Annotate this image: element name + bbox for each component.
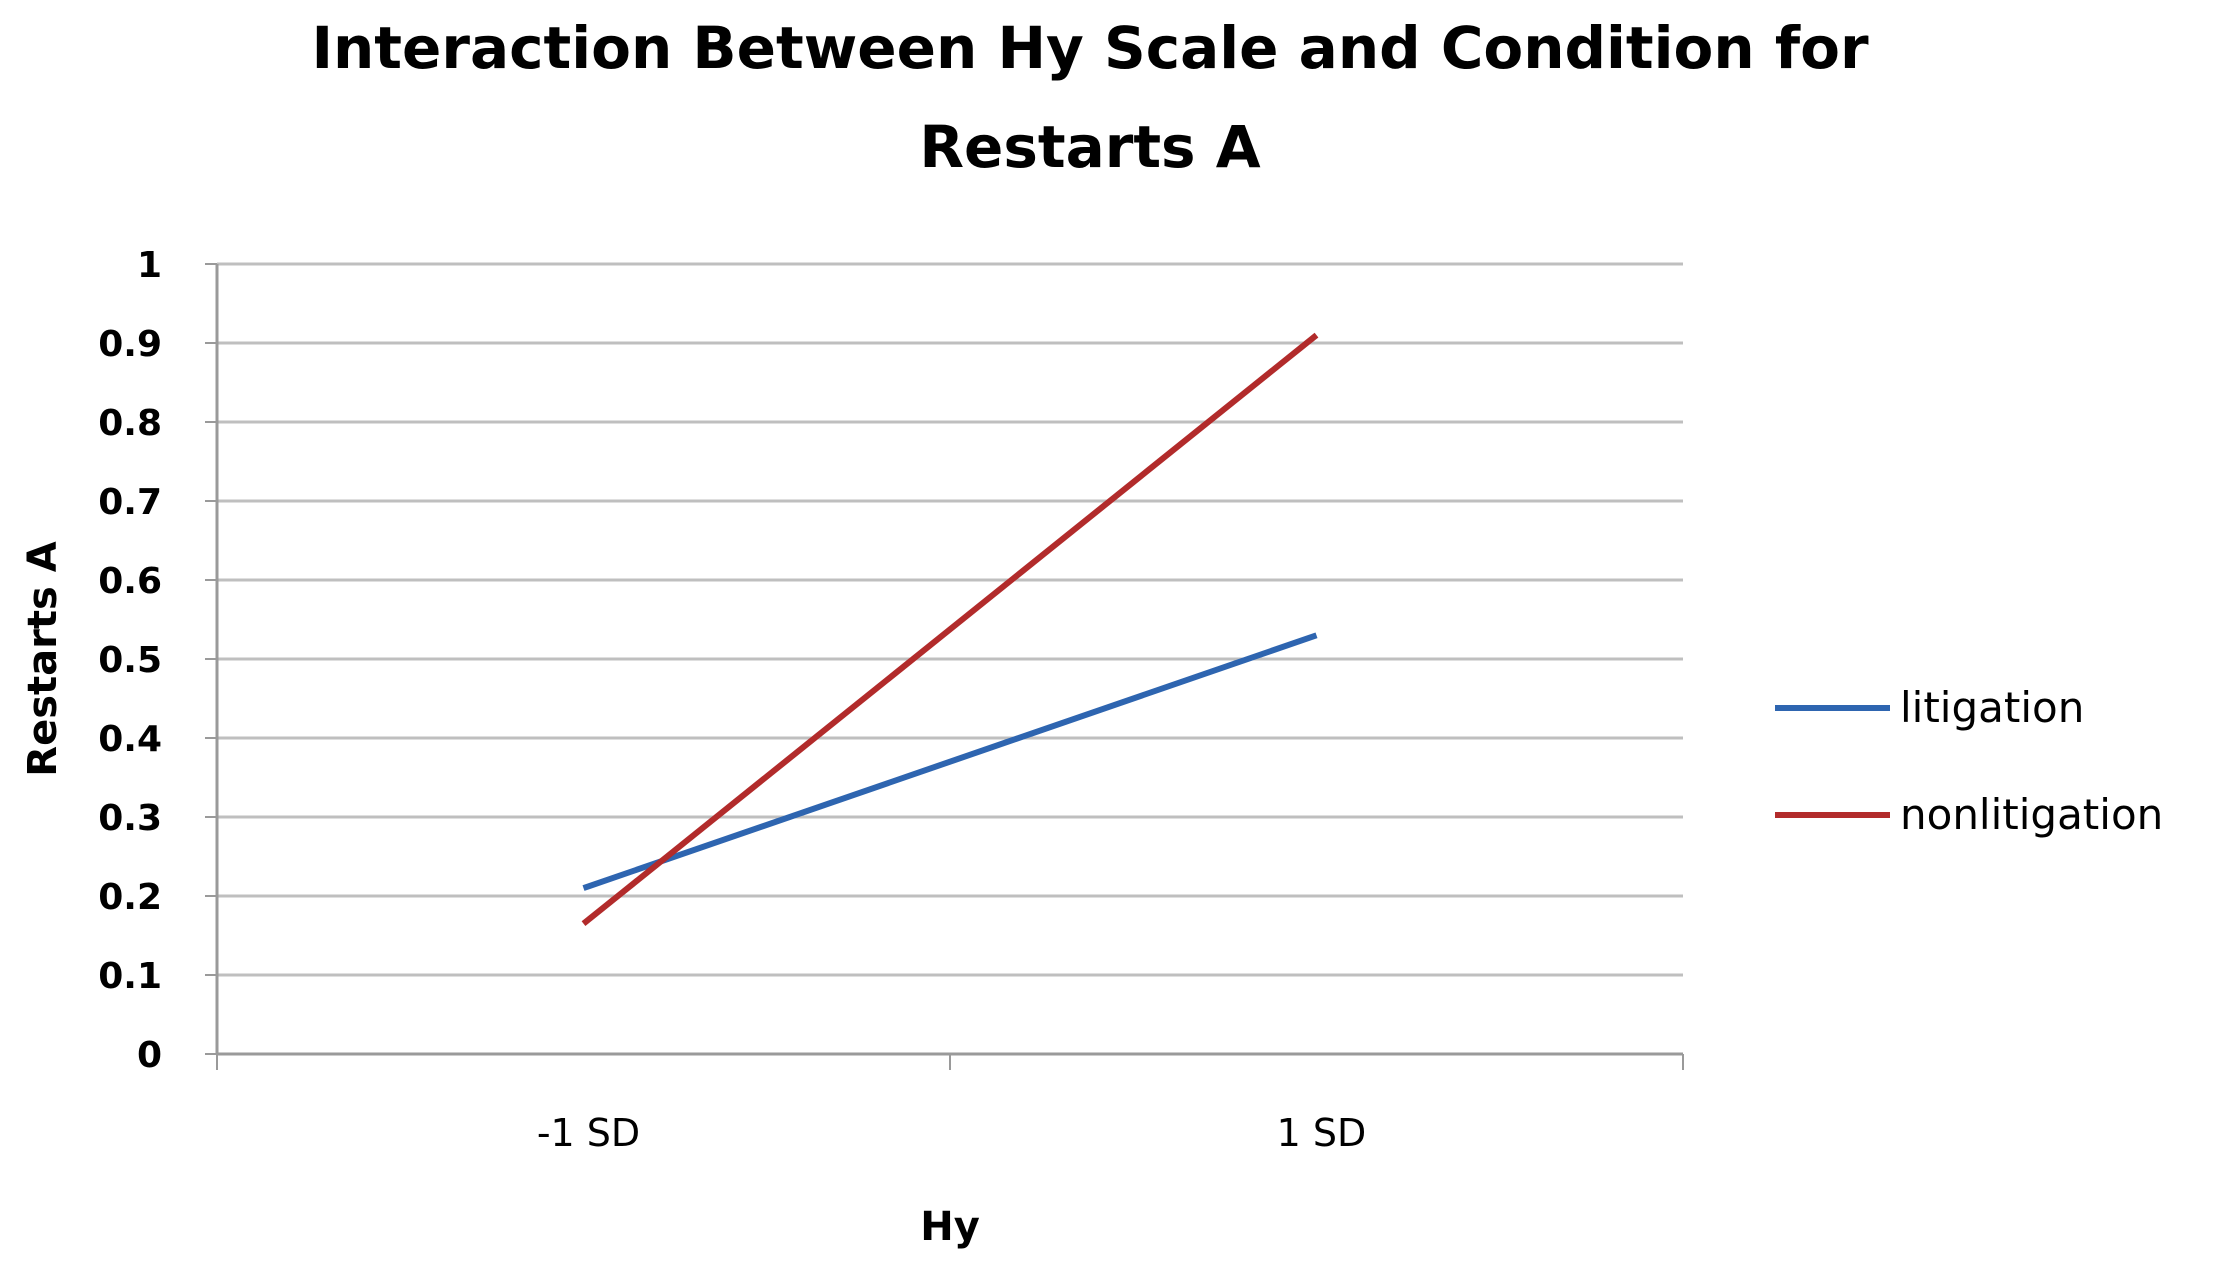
legend-label-litigation: litigation [1900, 683, 2084, 732]
axes [205, 263, 1684, 1070]
y-tick-label: 1 [137, 245, 162, 286]
y-tick-label: 0.8 [98, 403, 162, 444]
y-tick-label: 0.2 [98, 877, 162, 918]
series-line-nonlitigation [581, 332, 1319, 926]
chart-title-line-2: Restarts A [919, 113, 1260, 181]
y-tick-label: 0.7 [98, 482, 162, 523]
chart-title-line-1: Interaction Between Hy Scale and Conditi… [311, 14, 1869, 82]
y-tick-label: 0 [137, 1035, 162, 1076]
x-tick-label: -1 SD [537, 1111, 640, 1155]
gridlines [217, 262, 1683, 977]
x-axis-title: Hy [920, 1204, 980, 1250]
y-tick-label: 0.9 [98, 324, 162, 365]
legend: litigation nonlitigation [1775, 683, 2163, 839]
x-tick-label: 1 SD [1277, 1111, 1367, 1155]
series-lines [581, 332, 1319, 926]
y-tick-label: 0.6 [98, 561, 162, 602]
y-tick-label: 0.3 [98, 798, 162, 839]
y-tick-label: 0.4 [98, 719, 162, 760]
series-line-litigation [582, 632, 1318, 891]
x-tick-labels: -1 SD 1 SD [537, 1111, 1367, 1155]
legend-label-nonlitigation: nonlitigation [1900, 790, 2163, 839]
y-tick-label: 0.1 [98, 956, 162, 997]
y-tick-labels: 0 0.1 0.2 0.3 0.4 0.5 0.6 0.7 0.8 0.9 1 [98, 245, 162, 1076]
y-axis-title: Restarts A [20, 541, 66, 776]
y-tick-label: 0.5 [98, 640, 162, 681]
